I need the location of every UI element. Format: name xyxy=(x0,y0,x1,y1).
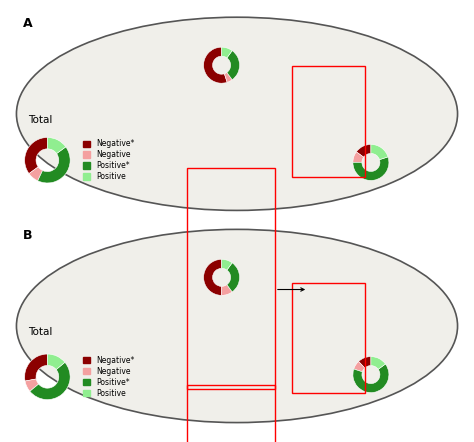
Text: Total: Total xyxy=(28,115,53,125)
Ellipse shape xyxy=(17,17,457,210)
Wedge shape xyxy=(353,157,389,180)
Wedge shape xyxy=(25,137,47,174)
Ellipse shape xyxy=(17,229,457,423)
Wedge shape xyxy=(227,263,239,292)
Wedge shape xyxy=(30,362,70,400)
Wedge shape xyxy=(222,285,232,295)
Wedge shape xyxy=(29,167,43,181)
Text: Total: Total xyxy=(28,327,53,337)
Text: A: A xyxy=(23,17,33,30)
Wedge shape xyxy=(227,51,239,80)
Wedge shape xyxy=(354,362,365,372)
Text: B: B xyxy=(23,229,33,242)
Wedge shape xyxy=(356,145,371,157)
Wedge shape xyxy=(353,364,389,392)
Wedge shape xyxy=(25,354,47,381)
Wedge shape xyxy=(47,137,66,153)
Wedge shape xyxy=(224,72,232,82)
Wedge shape xyxy=(38,147,70,183)
Wedge shape xyxy=(358,357,371,368)
Wedge shape xyxy=(221,259,232,270)
Wedge shape xyxy=(47,354,65,370)
Wedge shape xyxy=(371,357,385,370)
Wedge shape xyxy=(221,47,232,58)
Wedge shape xyxy=(371,145,388,160)
Legend: Negative*, Negative, Positive*, Positive: Negative*, Negative, Positive*, Positive xyxy=(80,353,138,401)
Wedge shape xyxy=(203,259,221,295)
Legend: Negative*, Negative, Positive*, Positive: Negative*, Negative, Positive*, Positive xyxy=(80,136,138,184)
Wedge shape xyxy=(204,47,227,83)
Wedge shape xyxy=(353,152,364,163)
Wedge shape xyxy=(25,379,39,391)
